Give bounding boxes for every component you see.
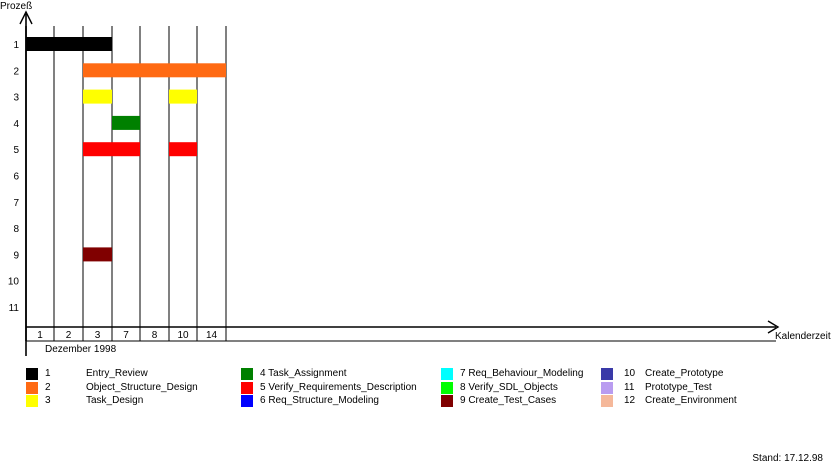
row-tick-label: 2 [13, 66, 19, 77]
legend-label: 4 Task_Assignment [260, 368, 347, 379]
legend-swatch [26, 381, 38, 394]
legend-number: 2 [45, 381, 51, 393]
legend-number: 12 [624, 395, 636, 406]
column-tick-label: 3 [95, 330, 101, 341]
legend-number: 3 [45, 395, 51, 406]
y-axis-arrow [19, 10, 33, 25]
legend-swatch [241, 381, 253, 394]
legend-number: 10 [624, 368, 636, 379]
legend-label: Create_Environment [645, 395, 737, 406]
month-label: Dezember 1998 [45, 344, 117, 355]
column-tick-label: 10 [177, 330, 189, 341]
column-tick-label: 14 [206, 330, 218, 341]
row-tick-label: 8 [13, 224, 19, 235]
legend-label: 7 Req_Behaviour_Modeling [460, 368, 584, 379]
legend-swatch [601, 395, 613, 407]
legend-label: Create_Prototype [645, 368, 724, 379]
gantt-bar [112, 115, 140, 130]
legend-label: 8 Verify_SDL_Objects [460, 381, 558, 393]
legend-label: Prototype_Test [645, 381, 712, 393]
gantt-bar [169, 89, 197, 104]
legend-swatch [241, 368, 253, 380]
gantt-bar [169, 142, 197, 157]
row-tick-label: 6 [13, 172, 19, 183]
x-axis-arrow [767, 320, 780, 334]
column-tick-label: 7 [123, 330, 129, 341]
legend-swatch [601, 381, 613, 394]
legend-swatch [601, 368, 613, 380]
row-tick-label: 10 [8, 277, 20, 288]
x-axis-label: Kalenderzeit [775, 331, 831, 342]
row-tick-label: 3 [13, 93, 19, 104]
legend-label: Object_Structure_Design [86, 381, 198, 393]
legend-label: 5 Verify_Requirements_Description [260, 381, 417, 393]
legend-swatch [441, 368, 453, 380]
legend-label: Entry_Review [86, 368, 148, 379]
legend-label: 6 Req_Structure_Modeling [260, 395, 379, 406]
row-tick-label: 1 [13, 40, 19, 51]
legend-swatch [26, 395, 38, 407]
gantt-bar [83, 89, 112, 104]
row-tick-label: 5 [13, 145, 19, 156]
gantt-bar [83, 63, 226, 78]
gantt-bar [83, 247, 112, 262]
legend-swatch [441, 381, 453, 394]
legend-number: 11 [624, 381, 635, 393]
legend-number: 1 [45, 368, 51, 379]
legend-swatch [26, 368, 38, 380]
legend-label: 9 Create_Test_Cases [460, 395, 557, 406]
row-tick-label: 11 [9, 303, 20, 314]
bars [26, 37, 226, 262]
column-tick-label: 2 [66, 330, 72, 341]
stand-date: Stand: 17.12.98 [752, 453, 823, 464]
column-tick-label: 8 [152, 330, 158, 341]
row-tick-label: 9 [13, 250, 19, 261]
gantt-bar [83, 142, 140, 157]
legend-swatch [241, 395, 253, 407]
y-axis-label: Prozeß [0, 1, 32, 12]
row-tick-label: 4 [13, 119, 19, 130]
legend-swatch [441, 395, 453, 407]
row-tick-label: 7 [13, 198, 19, 209]
axes [19, 10, 780, 356]
legend-label: Task_Design [86, 395, 144, 406]
column-tick-label: 1 [37, 330, 43, 341]
gantt-bar [26, 37, 112, 51]
